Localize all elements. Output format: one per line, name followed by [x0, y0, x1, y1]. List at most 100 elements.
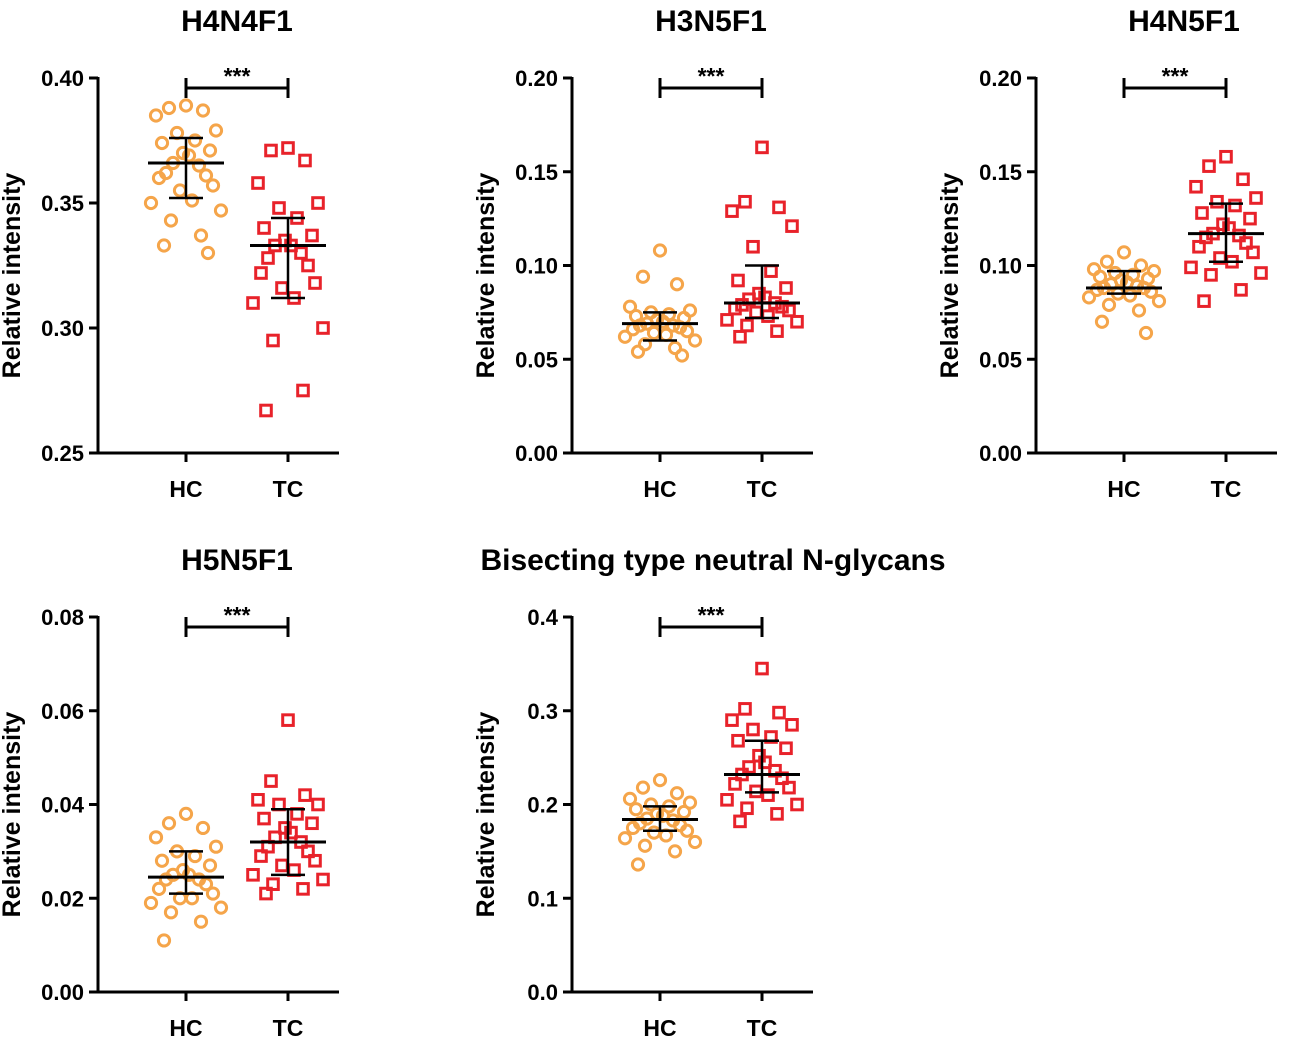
data-point-hc: [143, 195, 159, 211]
data-point-hc: [184, 193, 200, 208]
y-axis-label: Relative intensity: [472, 712, 500, 918]
y-tick-label: 0.15: [979, 160, 1022, 185]
data-point-tc: [749, 305, 763, 320]
data-point-hc: [1094, 314, 1110, 329]
data-point-hc: [1138, 325, 1154, 341]
y-tick-label: 0.40: [41, 66, 84, 91]
data-point-hc: [198, 168, 214, 183]
data-point-tc: [740, 801, 754, 816]
chart-panel-4: H5N5F1 Relative intensity 0.00 0.02 0.04 0.06…: [0, 544, 339, 1037]
x-tick-label: HC: [169, 1015, 202, 1037]
data-point-tc: [775, 299, 789, 314]
data-point-tc: [272, 201, 286, 215]
data-point-tc: [785, 219, 799, 233]
data-point-hc: [646, 825, 662, 840]
data-point-tc: [296, 882, 310, 896]
y-tick-label: 0.05: [515, 347, 558, 372]
data-point-hc: [628, 802, 644, 817]
x-tick-label: HC: [643, 476, 676, 502]
data-point-tc: [264, 143, 278, 158]
y-tick-label: 0.08: [41, 605, 84, 630]
data-point-hc: [630, 857, 646, 872]
data-point-tc: [1195, 206, 1209, 220]
data-point-tc: [731, 733, 745, 748]
data-point-hc: [205, 178, 221, 193]
data-point-tc: [1192, 239, 1206, 254]
data-point-hc: [635, 780, 651, 795]
data-point-hc: [637, 337, 653, 352]
y-tick-label: 0.06: [41, 699, 84, 724]
y-tick-label: 0.2: [527, 793, 558, 818]
data-point-tc: [1239, 236, 1253, 250]
data-point-hc: [679, 324, 695, 339]
data-point-tc: [281, 713, 295, 727]
data-point-tc: [316, 321, 330, 335]
data-point-tc: [725, 713, 739, 727]
data-point-tc: [758, 755, 772, 770]
chart-title: H4N5F1: [1128, 5, 1240, 38]
data-point-hc: [195, 103, 211, 118]
data-point-tc: [738, 702, 752, 716]
data-point-hc: [158, 872, 174, 887]
chart-title: H5N5F1: [181, 544, 293, 577]
data-point-tc: [1232, 228, 1246, 243]
data-point-hc: [1101, 297, 1117, 312]
data-point-tc: [296, 383, 310, 398]
data-point-tc: [785, 718, 799, 732]
x-tick-label: TC: [747, 1015, 778, 1037]
data-point-tc: [1228, 198, 1242, 213]
chart-panel-3: H4N5F1 Relative intensity 0.00 0.05 0.10 0.15…: [936, 5, 1277, 502]
data-point-tc: [284, 825, 298, 840]
data-point-hc: [208, 123, 224, 138]
data-point-hc: [208, 839, 224, 854]
data-point-tc: [770, 324, 784, 338]
data-point-hc: [163, 905, 179, 920]
data-point-tc: [728, 777, 742, 791]
data-point-hc: [172, 183, 188, 198]
data-point-tc: [790, 314, 804, 329]
data-point-hc: [151, 881, 167, 896]
data-point-tc: [720, 793, 734, 807]
data-point-tc: [1204, 268, 1218, 282]
data-point-hc: [687, 834, 703, 850]
data-point-tc: [311, 797, 325, 812]
data-point-tc: [761, 788, 775, 802]
data-point-hc: [1103, 277, 1119, 292]
data-point-tc: [294, 246, 308, 260]
y-tick-label: 0.20: [515, 66, 558, 91]
data-point-hc: [1116, 245, 1132, 260]
data-point-tc: [301, 258, 315, 273]
data-point-hc: [195, 820, 211, 836]
data-point-tc: [1202, 159, 1216, 173]
data-point-tc: [1210, 194, 1224, 209]
data-point-tc: [731, 273, 745, 288]
chart-panel-1: H4N4F1 Relative intensity 0.25 0.30 0.35 0.40…: [0, 5, 339, 502]
data-point-hc: [161, 100, 177, 116]
data-point-tc: [259, 403, 273, 418]
x-tick-label: HC: [169, 476, 202, 502]
data-point-hc: [163, 213, 179, 228]
data-point-hc: [617, 329, 633, 344]
data-point-hc: [652, 243, 668, 258]
significance-label: ***: [224, 602, 251, 628]
data-point-tc: [733, 329, 747, 344]
data-point-tc: [746, 239, 760, 254]
y-tick-label: 0.10: [515, 254, 558, 279]
data-point-hc: [658, 327, 674, 342]
data-point-tc: [1199, 230, 1213, 245]
data-point-tc: [275, 281, 289, 295]
data-point-tc: [1243, 211, 1257, 226]
data-point-tc: [764, 730, 778, 744]
data-point-hc: [676, 804, 692, 820]
data-point-hc: [669, 277, 685, 292]
data-point-tc: [746, 722, 760, 737]
y-tick-label: 0.05: [979, 347, 1022, 372]
data-point-tc: [755, 661, 769, 676]
data-point-hc: [637, 838, 653, 853]
data-point-tc: [298, 788, 312, 802]
data-point-tc: [740, 318, 754, 333]
data-point-tc: [246, 296, 260, 310]
data-point-tc: [764, 264, 778, 278]
data-point-hc: [1089, 282, 1105, 297]
x-tick-label: TC: [273, 476, 304, 502]
